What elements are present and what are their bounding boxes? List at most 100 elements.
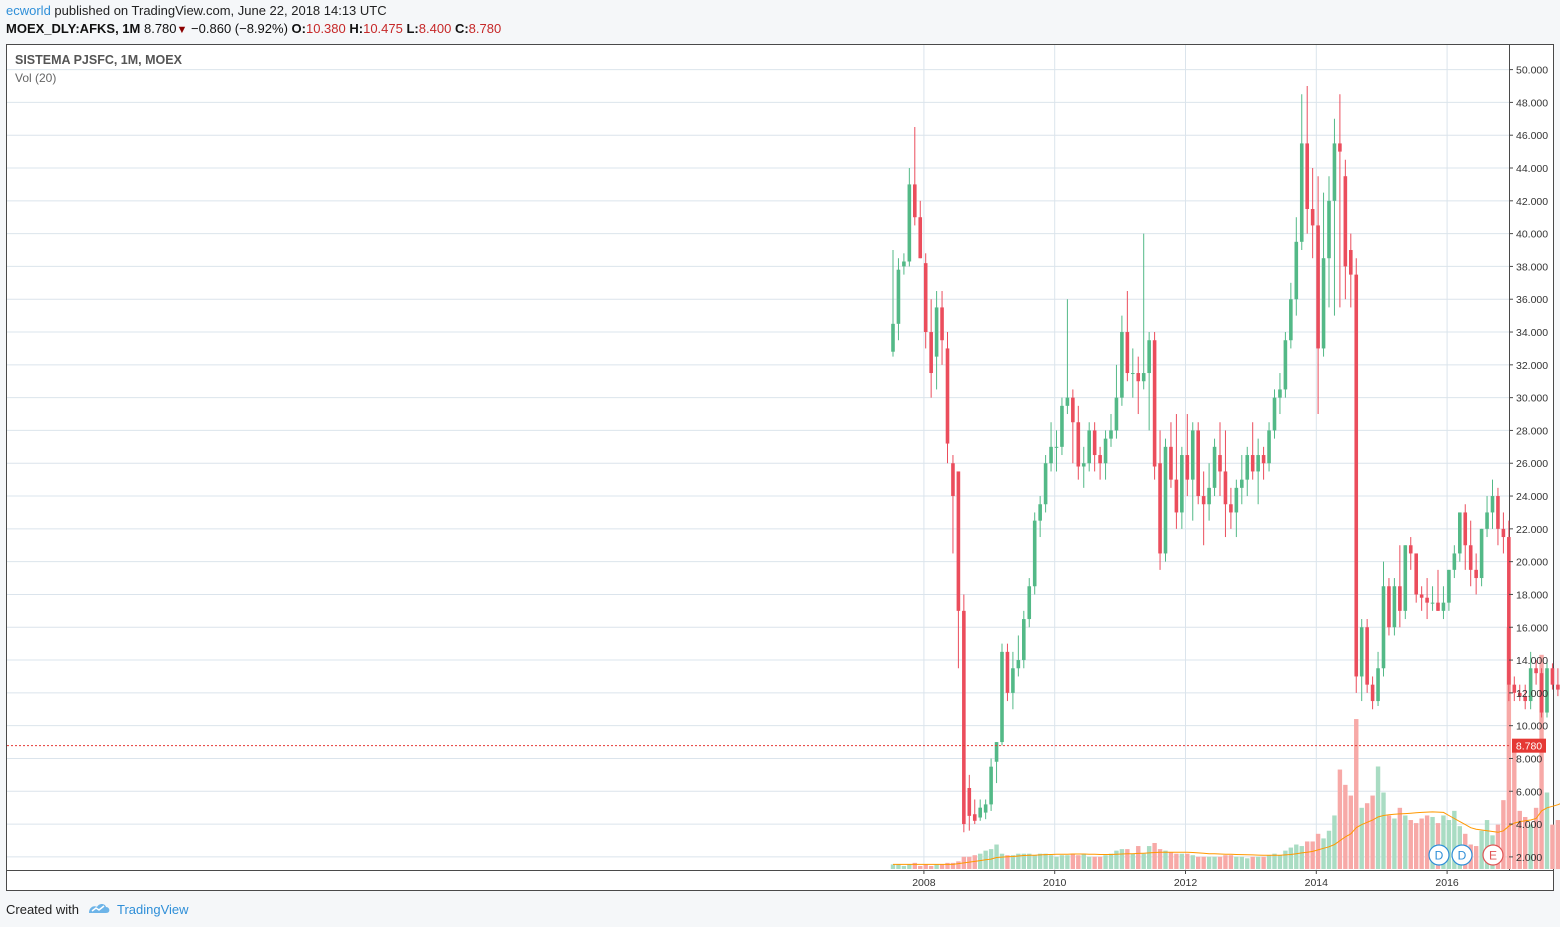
candle-body [1147, 340, 1151, 374]
x-tick-label: 2008 [912, 877, 936, 889]
candle-body [1299, 143, 1304, 242]
y-tick-label: 42.000 [1516, 196, 1548, 208]
volume-bar [1010, 855, 1016, 869]
candle-body [1060, 405, 1064, 447]
y-tick-label: 12.000 [1516, 688, 1548, 700]
volume-bar [1054, 856, 1059, 869]
candle-body [1523, 696, 1527, 702]
volume-bar [1081, 853, 1086, 869]
time-axis-area [6, 870, 1554, 891]
candle-body [1283, 340, 1288, 390]
y-tick-label: 34.000 [1516, 327, 1548, 339]
y-tick-label: 26.000 [1516, 458, 1548, 470]
y-tick-label: 30.000 [1516, 393, 1548, 405]
candle-body [896, 269, 901, 324]
candle-body [1414, 553, 1418, 595]
volume-bar [1157, 849, 1163, 869]
volume-bar [1174, 853, 1179, 869]
author-link[interactable]: ecworld [6, 3, 51, 18]
volume-bar [1446, 820, 1452, 869]
candle-body [1152, 340, 1157, 467]
volume-bar [1021, 853, 1026, 869]
candle-body [1359, 627, 1364, 677]
earnings-marker[interactable] [1482, 844, 1504, 866]
candle-body [1408, 545, 1413, 554]
volume-bar [1146, 846, 1152, 869]
volume-bar [1272, 853, 1277, 869]
candle-body [1032, 520, 1037, 587]
high-value: 10.475 [363, 21, 403, 36]
dividend-marker[interactable] [1451, 844, 1473, 866]
symbol-label: MOEX_DLY:AFKS, 1M [6, 21, 141, 36]
candle-body [1114, 397, 1119, 431]
volume-bar [1152, 842, 1157, 869]
volume-bar [901, 865, 907, 869]
candle-body [1076, 422, 1081, 467]
volume-bar [1326, 830, 1332, 869]
candle-body [1468, 545, 1473, 570]
candle-body [940, 307, 944, 341]
candle-body [1392, 586, 1397, 628]
volume-bar [1528, 824, 1533, 869]
candle-body [1043, 463, 1048, 505]
volume-bar [918, 865, 923, 869]
candle-body [956, 471, 961, 611]
candle-body [1517, 692, 1522, 697]
volume-bar [1196, 856, 1201, 869]
volume-bar [1506, 627, 1512, 869]
dividend-marker[interactable] [1428, 844, 1450, 866]
candle-body [1305, 143, 1309, 210]
candle-body [1131, 373, 1135, 375]
candle-body [1267, 430, 1271, 464]
candle-body [994, 742, 999, 762]
volume-bar [1441, 815, 1446, 869]
volume-bar [1266, 855, 1272, 869]
volume-bar [1517, 810, 1522, 869]
volume-bar [972, 855, 977, 869]
x-tick-label: 2012 [1174, 877, 1198, 889]
candle-body [1163, 446, 1168, 554]
candle-body [1441, 602, 1446, 611]
volume-indicator-label: Vol (20) [15, 71, 56, 85]
candle-body [1049, 446, 1053, 464]
volume-bar [1479, 830, 1484, 869]
volume-bar [1386, 815, 1392, 869]
candle-body [1507, 537, 1511, 685]
volume-bar [1141, 853, 1146, 869]
volume-bar [1348, 795, 1353, 869]
volume-bar [1484, 820, 1490, 869]
candle-body [1190, 430, 1195, 480]
candle-body [1354, 274, 1359, 677]
volume-bar [1294, 844, 1299, 869]
candle-body [891, 323, 895, 352]
tradingview-link[interactable]: TradingView [116, 902, 189, 917]
volume-bar [1103, 855, 1108, 869]
y-tick-label: 10.000 [1516, 721, 1548, 733]
candle-body [1038, 504, 1042, 521]
volume-bar [1452, 810, 1457, 869]
volume-bar [1321, 838, 1326, 869]
candle-body [1272, 397, 1277, 431]
candle-body [1229, 504, 1233, 513]
candle-body [1485, 512, 1489, 529]
volume-bar [999, 853, 1005, 869]
volume-bar [1392, 818, 1397, 869]
volume-bar [1359, 807, 1364, 869]
candle-body [1479, 528, 1484, 579]
volume-bar [1206, 856, 1212, 869]
last-price-box [1512, 738, 1546, 753]
volume-bar [1533, 807, 1539, 869]
candle-body [1338, 143, 1342, 152]
volume-bar [1501, 800, 1506, 869]
volume-bar [1037, 853, 1043, 869]
candle-body [1261, 455, 1266, 464]
volume-bar [1234, 856, 1239, 869]
volume-bar [928, 865, 934, 869]
candle-body [1387, 586, 1391, 628]
x-tick-label: 2010 [1043, 877, 1067, 889]
volume-bar [1119, 849, 1125, 869]
volume-bar [1375, 766, 1381, 869]
y-tick-label: 6.000 [1516, 786, 1542, 798]
